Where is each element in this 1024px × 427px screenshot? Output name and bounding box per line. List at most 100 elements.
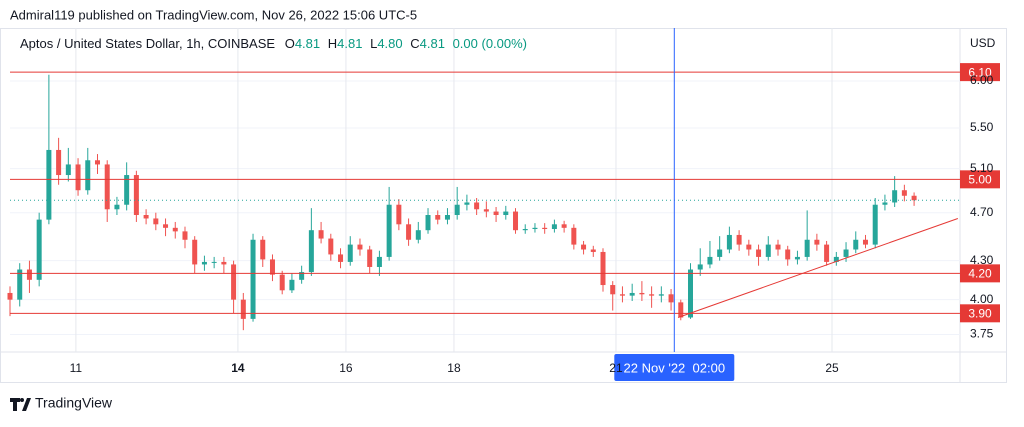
candle-body [901,190,907,196]
candle-body [726,234,732,250]
candle-body [736,234,742,245]
candle-body [318,230,324,239]
candle-body [872,204,878,245]
l-value: 4.80 [377,36,402,51]
candle-body [717,249,723,257]
candle-body [513,211,519,231]
candle-body [299,272,305,280]
candle-body [133,175,139,216]
y-tick-label: 3.75 [970,327,994,341]
c-label: C [410,36,419,51]
candle-body [415,230,421,240]
candle-body [65,164,71,176]
candle-body [590,249,596,252]
o-label: O [285,36,295,51]
overlay: 6.10 5.00 4.20 3.90 22 Nov '22 02:00 [10,28,1000,381]
candle-body [833,256,839,262]
crosshair-label-box [614,354,735,381]
candle-body [668,294,674,303]
x-tick-label: 16 [339,361,353,375]
candle-body [551,224,557,230]
candle-body [493,211,499,216]
candle-body [231,264,237,300]
candle-body [474,202,480,210]
plot [7,74,917,331]
candle-body [503,211,509,216]
candle-body [561,224,567,228]
symbol-title: Aptos / United States Dollar, 1h, COINBA… [20,36,275,51]
logo-dot [20,398,24,402]
x-tick-label: 25 [825,361,839,375]
candle-body [804,239,810,257]
chart-frame [0,28,1007,383]
candle-body [328,238,334,255]
candle-body [882,202,888,205]
level-label: 3.90 [968,306,992,320]
candle-body [435,215,441,220]
y-tick-label: 5.10 [970,161,994,175]
level-label: 4.20 [968,267,992,281]
candle-body [756,249,762,257]
x-tick-label: 21 [609,361,623,375]
y-tick-label: 4.70 [970,205,994,219]
candle-body [201,261,207,265]
candle-body [814,239,820,245]
candle-body [824,244,830,262]
brand: TradingView [35,395,113,411]
candle-body [892,190,898,203]
candle-body [56,149,62,176]
candle-body [862,239,868,245]
candle-body [444,215,450,220]
candle-body [406,224,412,240]
candle-body [765,244,771,257]
candle-body [794,256,800,260]
candle-body [697,264,703,270]
candle-body [649,294,655,296]
candle-body [678,302,684,318]
candle-body [532,227,538,230]
candle-body [688,269,694,318]
candle-body [153,218,159,225]
x-tick-label: 14 [231,361,245,375]
level-label-box [960,63,1000,82]
y-tick-label: 6.00 [970,73,994,87]
candle-body [192,239,198,265]
candle-body [17,269,23,300]
x-tick-label: 18 [447,361,461,375]
candle-body [172,227,178,232]
c-value: 4.81 [420,36,445,51]
candle-body [853,239,859,250]
candle-body [581,244,587,250]
candle-body [114,204,120,210]
candle-body [483,209,489,212]
level-label-box [960,264,1000,283]
candle-body [376,256,382,267]
candle-body [464,202,470,205]
candle-body [269,259,275,275]
legend-line: Aptos / United States Dollar, 1h, COINBA… [20,36,527,51]
candle-body [367,249,373,267]
candle-body [7,292,13,300]
level-label: 5.00 [968,173,992,187]
h-label: H [328,36,337,51]
candle-body [26,269,32,280]
candle-body [221,261,227,265]
candle-body [94,160,100,165]
candle-body [308,230,314,273]
h-value: 4.81 [337,36,362,51]
candle-body [522,229,528,231]
l-label: L [370,36,377,51]
o-value: 4.81 [295,36,320,51]
candle-body [143,215,149,219]
candle-body [454,204,460,216]
y-tick-label: 5.50 [970,120,994,134]
candle-body [357,244,363,250]
y-tick-label: 4.30 [970,253,994,267]
candle-body [85,160,91,191]
candle-body [386,204,392,257]
candle-body [629,292,635,296]
candle-body [542,227,548,230]
candle-body [338,254,344,262]
candle-body [571,227,577,245]
candle-body [619,294,625,296]
